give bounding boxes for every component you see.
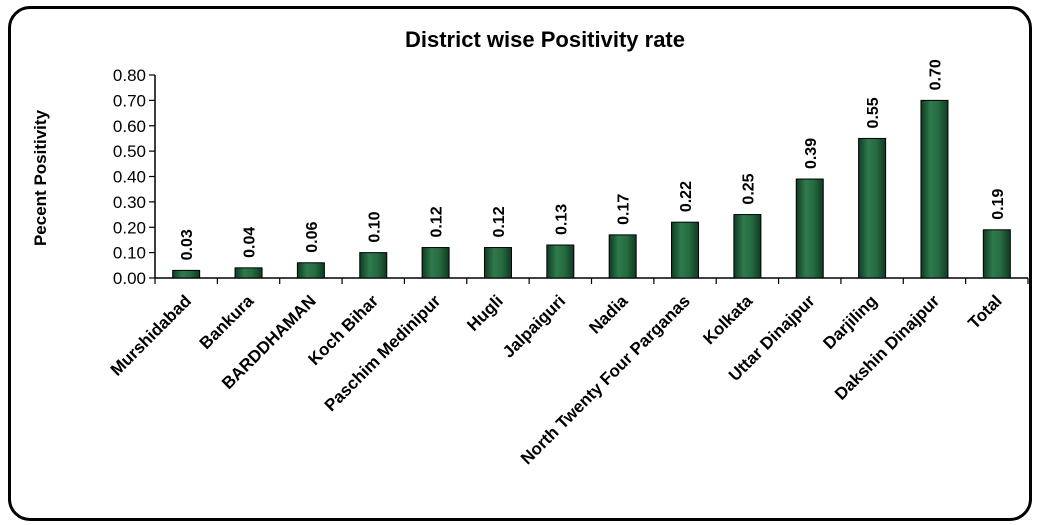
value-label: 0.19 bbox=[990, 189, 1007, 220]
category-label: Nadia bbox=[585, 291, 632, 338]
value-label: 0.55 bbox=[865, 97, 882, 128]
category-label: Total bbox=[964, 291, 1005, 332]
bar bbox=[234, 267, 263, 279]
category-label: Hugli bbox=[463, 291, 506, 334]
bar bbox=[546, 244, 575, 279]
bar bbox=[982, 229, 1011, 279]
bars bbox=[172, 99, 1011, 279]
y-tick-label: 0.30 bbox=[113, 193, 146, 212]
category-label: Paschim Medinipur bbox=[321, 291, 445, 415]
bar bbox=[296, 262, 325, 279]
bar bbox=[359, 252, 388, 279]
value-label: 0.22 bbox=[678, 181, 695, 212]
y-tick-label: 0.00 bbox=[113, 269, 146, 288]
category-label: Jalpaiguri bbox=[499, 291, 569, 361]
category-label: Kolkata bbox=[699, 291, 756, 348]
value-labels: 0.03 0.04 0.06 0.10 0.12 0.12 0.13 0.17 0.22 0.25… bbox=[179, 59, 1007, 260]
bar bbox=[172, 269, 201, 279]
value-label: 0.25 bbox=[740, 173, 757, 204]
value-label: 0.06 bbox=[304, 222, 321, 253]
chart-title: District wise Positivity rate bbox=[405, 27, 685, 52]
y-tick-label: 0.50 bbox=[113, 142, 146, 161]
value-label: 0.10 bbox=[366, 211, 383, 242]
bar bbox=[483, 247, 512, 279]
value-label: 0.04 bbox=[242, 227, 259, 258]
value-label: 0.13 bbox=[553, 204, 570, 235]
axes bbox=[149, 74, 1029, 284]
bar bbox=[421, 247, 450, 279]
value-label: 0.70 bbox=[927, 59, 944, 90]
category-label: Darjiling bbox=[819, 291, 881, 353]
y-axis-label: Pecent Positivity bbox=[31, 109, 50, 246]
value-label: 0.03 bbox=[179, 229, 196, 260]
category-label: Dakshin Dinajpur bbox=[831, 291, 944, 404]
value-label: 0.12 bbox=[491, 206, 508, 237]
y-tick-label: 0.60 bbox=[113, 117, 146, 136]
bar bbox=[858, 137, 887, 279]
bar bbox=[920, 99, 949, 279]
bar bbox=[795, 178, 824, 279]
bar bbox=[671, 221, 700, 279]
y-tick-label: 0.70 bbox=[113, 91, 146, 110]
bar bbox=[733, 214, 762, 279]
y-tick-label: 0.20 bbox=[113, 218, 146, 237]
value-label: 0.17 bbox=[616, 194, 633, 225]
y-tick-labels: 0.00 0.10 0.20 0.30 0.40 0.50 0.60 0.70 0.80 bbox=[113, 66, 146, 288]
value-label: 0.12 bbox=[429, 206, 446, 237]
category-label: Murshidabad bbox=[107, 291, 195, 379]
y-tick-label: 0.10 bbox=[113, 244, 146, 263]
y-tick-label: 0.40 bbox=[113, 168, 146, 187]
category-label: Bankura bbox=[196, 291, 258, 353]
value-label: 0.39 bbox=[803, 138, 820, 169]
bar bbox=[608, 234, 637, 279]
y-tick-label: 0.80 bbox=[113, 66, 146, 85]
